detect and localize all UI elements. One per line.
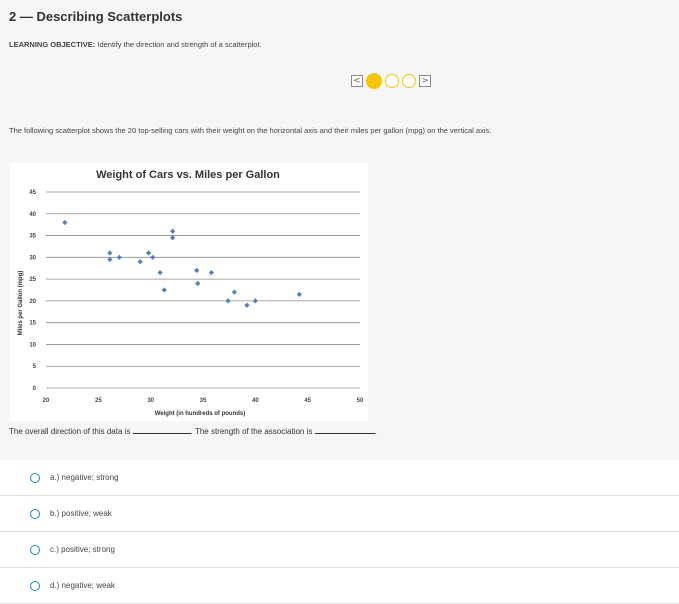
y-axis-label: Miles per Gallon (mpg): [18, 271, 24, 336]
data-point-15: [225, 298, 231, 304]
x-tick-label: 30: [147, 398, 154, 404]
data-point-17: [244, 302, 250, 308]
question-part-1: The overall direction of this data is: [9, 427, 131, 436]
option-b-label: b.) positive; weak: [50, 509, 112, 518]
x-tick-label: 45: [304, 398, 311, 404]
x-tick-label: 25: [95, 398, 102, 404]
data-point-7: [150, 254, 156, 260]
data-point-2: [107, 250, 113, 256]
pager-dot-1[interactable]: [366, 73, 382, 89]
next-button[interactable]: >: [419, 75, 431, 87]
y-tick-label: 0: [33, 386, 37, 392]
data-point-4: [116, 254, 122, 260]
question-part-2: . The strength of the association is: [190, 427, 313, 436]
option-a-label: a.) negative; strong: [50, 473, 119, 482]
radio-d[interactable]: [30, 580, 40, 591]
data-point-8: [157, 269, 163, 276]
x-tick-label: 50: [357, 398, 364, 404]
scatterplot-svg: Weight of Cars vs. Miles per Gallon 0 5 10…: [18, 169, 364, 417]
intro-text: The following scatterplot shows the 20 t…: [9, 126, 492, 135]
data-point-5: [137, 259, 143, 265]
x-axis-label: Weight (in hundreds of pounds): [155, 411, 246, 417]
x-tick-label: 35: [200, 398, 207, 404]
y-tick-label: 5: [33, 364, 37, 370]
option-d-label: d.) negative; weak: [50, 581, 115, 590]
data-point-6: [145, 250, 152, 256]
y-tick-label: 40: [29, 212, 36, 218]
radio-b[interactable]: [30, 508, 40, 519]
option-c[interactable]: c.) positive; strong: [0, 532, 679, 568]
scatterplot-chart: Weight of Cars vs. Miles per Gallon 0 5 10…: [10, 163, 368, 421]
option-b[interactable]: b.) positive; weak: [0, 496, 679, 532]
question-pager: < >: [351, 73, 431, 89]
x-tick-label: 20: [43, 398, 50, 404]
option-c-label: c.) positive; strong: [50, 545, 115, 554]
data-point-18: [252, 298, 258, 304]
direction-blank: [132, 426, 191, 434]
y-tick-label: 15: [29, 321, 36, 327]
chevron-right-icon: >: [421, 75, 429, 86]
y-tick-label: 45: [29, 190, 36, 196]
question-end: .: [374, 427, 377, 436]
strength-blank: [314, 426, 375, 434]
y-tick-label: 25: [29, 277, 36, 283]
question-text: The overall direction of this data is . …: [9, 426, 377, 436]
data-point-19: [296, 291, 302, 297]
learning-objective: LEARNING OBJECTIVE: Identify the directi…: [9, 40, 262, 49]
chevron-left-icon: <: [353, 75, 361, 86]
data-point-16: [231, 289, 237, 295]
data-point-3: [107, 256, 113, 263]
objective-label: LEARNING OBJECTIVE:: [9, 40, 96, 49]
y-tick-label: 10: [29, 342, 36, 348]
pager-dot-3[interactable]: [402, 74, 416, 88]
y-tick-label: 30: [29, 255, 36, 261]
objective-text: Identify the direction and strength of a…: [97, 40, 262, 49]
y-tick-label: 20: [29, 299, 36, 305]
radio-c[interactable]: [30, 544, 40, 555]
data-point-11: [170, 235, 176, 241]
y-tick-labels: 0 5 10 15 20 25 30 35 40 45: [29, 190, 36, 392]
answer-options: a.) negative; strong b.) positive; weak …: [0, 460, 679, 604]
data-point-13: [195, 280, 201, 287]
prev-button[interactable]: <: [351, 75, 363, 87]
data-point-14: [208, 269, 214, 276]
page-title: 2 — Describing Scatterplots: [9, 9, 183, 24]
x-tick-labels: 20 25 30 35 40 45 50: [43, 398, 364, 404]
data-point-10: [170, 228, 176, 234]
pager-dot-2[interactable]: [385, 74, 399, 88]
data-point-1: [62, 219, 68, 226]
radio-a[interactable]: [30, 472, 40, 483]
option-a[interactable]: a.) negative; strong: [0, 460, 679, 496]
gridlines: [46, 191, 360, 389]
option-d[interactable]: d.) negative; weak: [0, 568, 679, 604]
data-points: [62, 219, 302, 308]
chart-title: Weight of Cars vs. Miles per Gallon: [96, 169, 280, 181]
data-point-9: [161, 287, 167, 293]
data-point-12: [194, 267, 200, 273]
x-tick-label: 40: [252, 398, 259, 404]
y-tick-label: 35: [29, 234, 36, 240]
